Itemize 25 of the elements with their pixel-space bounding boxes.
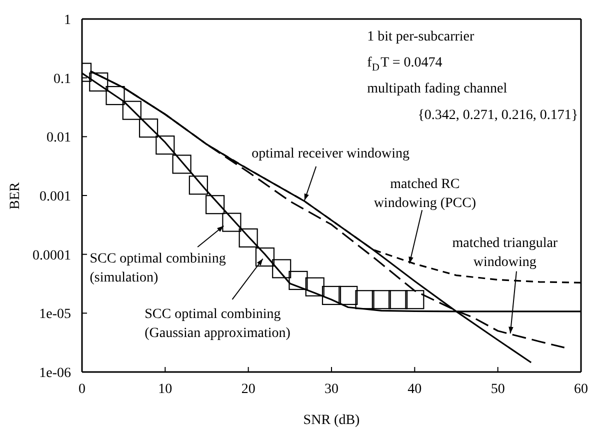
x-tick-label: 20 bbox=[241, 382, 256, 397]
x-tick-label: 60 bbox=[574, 382, 588, 397]
x-axis-title: SNR (dB) bbox=[303, 413, 360, 428]
y-axis-title: BER bbox=[8, 182, 23, 210]
annotation: optimal receiver windowing bbox=[252, 146, 410, 162]
annotation: multipath fading channel bbox=[367, 82, 508, 97]
y-tick-label: 0.0001 bbox=[32, 248, 71, 264]
annotation: f$_{D}$T = 0.0474 bbox=[367, 56, 442, 74]
y-tick-label: 1e-06 bbox=[39, 366, 71, 381]
y-tick-label: 0.001 bbox=[40, 189, 71, 204]
y-tick-label: 0.01 bbox=[46, 130, 71, 146]
x-tick-label: 40 bbox=[408, 382, 422, 397]
annotation: {0.342, 0.271, 0.216, 0.171} bbox=[418, 108, 578, 123]
x-tick-label: 30 bbox=[324, 382, 338, 397]
annotation: matched RC windowing (PCC) bbox=[374, 176, 476, 211]
y-tick-label: 1e-05 bbox=[39, 307, 71, 322]
y-tick-label: 0.1 bbox=[54, 72, 71, 87]
annotation: 1 bit per-subcarrier bbox=[367, 29, 475, 44]
x-tick-label: 50 bbox=[490, 382, 505, 397]
annotation: SCC optimal combining (simulation) bbox=[90, 252, 226, 286]
y-tick-label: 1 bbox=[64, 12, 71, 28]
x-tick-label: 0 bbox=[78, 382, 86, 397]
annotation: matched triangular windowing bbox=[452, 236, 558, 270]
x-tick-label: 10 bbox=[158, 382, 172, 397]
annotation: SCC optimal combining (Gaussian approximation) bbox=[144, 306, 291, 341]
